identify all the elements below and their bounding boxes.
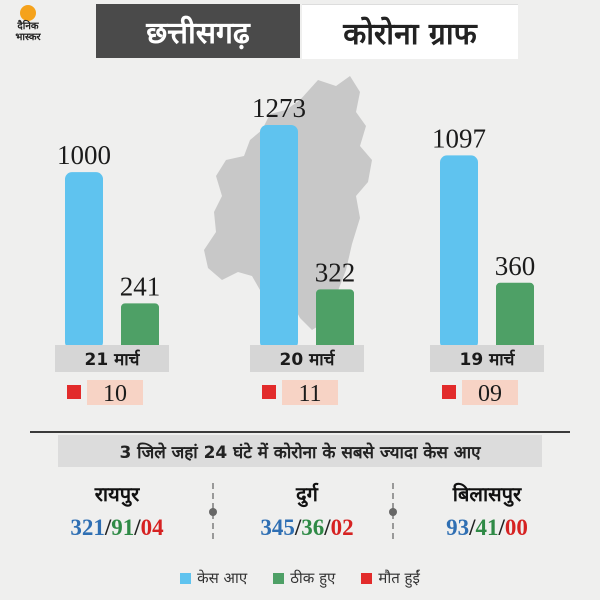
district-recovered: 91 [111, 515, 135, 540]
cases-bar [440, 155, 478, 349]
figure-separator: / [469, 515, 476, 540]
date-label: 19 मार्च [460, 349, 516, 370]
separator-dot [209, 508, 217, 516]
district-figures: 345/36/02 [212, 515, 402, 541]
legend-item-deaths: मौत हुईं [361, 568, 420, 588]
graph-title: कोरोना ग्राफ [302, 4, 518, 59]
date-bar [430, 345, 544, 372]
district-deaths: 00 [504, 515, 528, 540]
figure-separator: / [104, 515, 112, 540]
section-divider [30, 431, 570, 433]
district-name: रायपुर [94, 482, 140, 506]
recovered-value-label: 360 [495, 251, 536, 281]
district-separator [209, 483, 217, 539]
district-durg: दुर्ग 345/36/02 [212, 480, 402, 541]
district-bilaspur: बिलासपुर 93/41/00 [392, 480, 582, 541]
logo-line-1: दैनिक [17, 21, 39, 32]
legend-label: मौत हुईं [378, 569, 420, 587]
death-value-label: 09 [478, 381, 502, 407]
dainik-bhaskar-logo: दैनिक भास्कर [6, 5, 50, 49]
figure-separator: / [498, 515, 505, 540]
districts-heading: 3 जिले जहां 24 घंटे में कोरोना के सबसे ज… [58, 435, 542, 467]
district-figures: 93/41/00 [392, 515, 582, 541]
legend-label: केस आए [197, 569, 248, 587]
recovered-bar [316, 289, 354, 349]
death-count-box [282, 380, 338, 405]
date-bar [55, 345, 169, 372]
recovered-bar [496, 282, 534, 349]
district-raipur: रायपुर 321/91/04 [22, 480, 212, 541]
death-marker-square [442, 385, 456, 399]
cases-value-label: 1273 [252, 93, 306, 123]
date-label: 20 मार्च [280, 349, 336, 370]
recovered-value-label: 322 [315, 257, 356, 287]
death-value-label: 11 [298, 381, 321, 407]
cases-bar [260, 125, 298, 349]
figure-separator: / [134, 515, 141, 540]
cases-value-label: 1097 [432, 123, 486, 153]
state-title: छत्तीसगढ़ [96, 4, 300, 58]
legend-label: ठीक हुए [290, 569, 336, 587]
legend-item-recovered: ठीक हुए [273, 568, 335, 588]
sun-icon [20, 5, 36, 21]
death-value-label: 10 [103, 381, 127, 407]
legend-item-cases: केस आए [180, 568, 247, 588]
logo-line-2: भास्कर [15, 32, 41, 43]
death-marker-square [67, 385, 81, 399]
district-cases: 321 [70, 515, 105, 540]
chart-legend: केस आए ठीक हुए मौत हुईं [0, 568, 600, 588]
date-label: 21 मार्च [85, 349, 141, 370]
cases-bar [65, 172, 103, 349]
recovered-value-label: 241 [120, 271, 161, 301]
date-bar [250, 345, 364, 372]
district-recovered: 36 [301, 515, 325, 540]
district-name: बिलासपुर [452, 482, 522, 506]
death-marker-square [262, 385, 276, 399]
cases-value-label: 1000 [57, 140, 111, 170]
district-name: दुर्ग [296, 482, 318, 506]
separator-dot [389, 508, 397, 516]
figure-separator: / [294, 515, 302, 540]
district-separator [389, 483, 397, 539]
death-count-box [87, 380, 143, 405]
figure-separator: / [324, 515, 331, 540]
recovered-swatch [273, 572, 285, 584]
logo-text: दैनिक भास्कर [6, 21, 50, 43]
cases-swatch [180, 572, 192, 584]
death-count-box [462, 380, 518, 405]
district-figures: 321/91/04 [22, 515, 212, 541]
recovered-bar [121, 303, 159, 349]
corona-bar-chart: 1000 241 21 मार्च 10 1273 322 20 मार्च 11 1097 36… [55, 76, 544, 407]
district-cases: 345 [260, 515, 295, 540]
deaths-swatch [361, 572, 373, 584]
district-deaths: 04 [140, 515, 164, 540]
district-deaths: 02 [330, 515, 354, 540]
district-cases: 93 [446, 515, 470, 540]
district-recovered: 41 [475, 515, 499, 540]
